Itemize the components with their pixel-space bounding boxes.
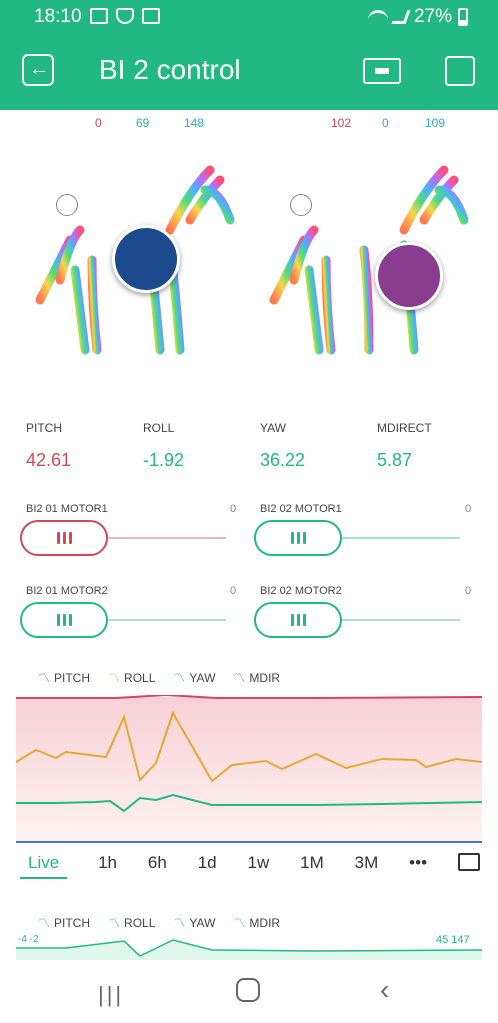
zebra-color-picker-2[interactable] (264, 160, 484, 360)
slider-track-01-motor1[interactable] (108, 537, 226, 539)
value-label-mdirect: MDIRECT (377, 421, 432, 435)
series-pitch (16, 695, 482, 699)
line-icon: 〽 (38, 671, 51, 685)
mini-chart-left-values: -4 -2 (18, 934, 39, 945)
mini-chart-line (16, 939, 482, 957)
range-6h[interactable]: 6h (147, 853, 167, 872)
line-icon: 〽 (173, 671, 186, 685)
back-nav-icon[interactable]: ‹ (380, 974, 390, 1005)
value-label-yaw: YAW (260, 421, 286, 435)
value-label-roll: ROLL (143, 421, 175, 435)
mini-legend-pitch[interactable]: 〽 PITCH (38, 915, 91, 931)
mini-legend-mdir[interactable]: 〽 MDIR (233, 915, 281, 931)
zebra2-b: 109 (425, 116, 446, 130)
slider-label-01-motor1: BI2 01 MOTOR1 (26, 503, 108, 515)
system-nav-bar: ||| ‹ (0, 960, 498, 1023)
zebra1-b: 148 (184, 116, 205, 130)
slider-value-02-motor2: 0 (465, 585, 472, 597)
range-1w[interactable]: 1w (247, 853, 270, 872)
zebra2-radio[interactable] (290, 194, 312, 216)
battery-percent: 27% (413, 6, 452, 27)
slider-track-01-motor2[interactable] (108, 619, 226, 621)
mini-legend-yaw[interactable]: 〽 YAW (173, 915, 216, 931)
zebra1-r: 0 (95, 116, 102, 130)
device-icon[interactable] (363, 58, 401, 84)
value-label-pitch: PITCH (26, 421, 62, 435)
slider-track-02-motor1[interactable] (342, 537, 460, 539)
series-roll (16, 710, 482, 783)
value-yaw: 36.22 (260, 450, 306, 470)
series-yaw (16, 793, 482, 813)
slider-handle-02-motor2[interactable] (254, 602, 342, 638)
line-icon: 〽 (38, 916, 51, 930)
slider-track-02-motor2[interactable] (342, 619, 460, 621)
news-icon (90, 8, 108, 24)
line-icon: 〽 (173, 916, 186, 930)
value-mdirect: 5.87 (377, 450, 413, 470)
line-icon: 〽 (108, 671, 121, 685)
status-time: 18:10 (34, 6, 82, 27)
signal-icon (391, 10, 411, 24)
legend-pitch[interactable]: 〽 PITCH (38, 670, 91, 686)
zebra2-r: 102 (331, 116, 352, 130)
slider-value-02-motor1: 0 (465, 503, 472, 515)
slider-handle-01-motor2[interactable] (20, 602, 108, 638)
value-pitch: 42.61 (26, 450, 72, 470)
chart-area (16, 697, 482, 843)
stop-icon[interactable] (445, 56, 475, 86)
back-icon[interactable] (22, 54, 54, 86)
shield-icon (116, 8, 134, 24)
translate-icon (142, 8, 160, 24)
superchart[interactable] (16, 695, 482, 845)
legend-yaw[interactable]: 〽 YAW (173, 670, 216, 686)
line-icon: 〽 (233, 916, 246, 930)
legend-mdir[interactable]: 〽 MDIR (233, 670, 281, 686)
home-icon[interactable] (236, 978, 260, 1002)
line-icon: 〽 (233, 671, 246, 685)
line-icon: 〽 (108, 916, 121, 930)
time-range-selector: Live 1h 6h 1d 1w 1M 3M ••• (20, 853, 480, 879)
range-more[interactable]: ••• (409, 853, 428, 872)
range-live[interactable]: Live (20, 853, 68, 879)
slider-handle-01-motor1[interactable] (20, 520, 108, 556)
wifi-icon (367, 10, 388, 24)
slider-label-02-motor2: BI2 02 MOTOR2 (260, 585, 342, 597)
battery-icon (458, 8, 468, 26)
range-1h[interactable]: 1h (98, 853, 117, 872)
mini-chart[interactable] (16, 936, 482, 960)
slider-label-02-motor1: BI2 02 MOTOR1 (260, 503, 342, 515)
mini-chart-area (16, 940, 482, 960)
slider-handle-02-motor1[interactable] (254, 520, 342, 556)
zebra1-radio[interactable] (56, 194, 78, 216)
slider-label-01-motor2: BI2 01 MOTOR2 (26, 585, 108, 597)
zebra2-color-knob[interactable] (375, 242, 443, 310)
chart-legend: 〽 PITCH 〽 ROLL 〽 YAW 〽 MDIR (38, 669, 280, 686)
value-roll: -1.92 (143, 450, 185, 470)
status-bar: 18:10 27% (0, 0, 498, 34)
recents-icon[interactable]: ||| (98, 982, 125, 1007)
zebra1-color-knob[interactable] (112, 225, 180, 293)
expand-icon[interactable] (457, 853, 480, 871)
zebra2-g: 0 (382, 116, 389, 130)
page-title: BI 2 control (99, 54, 241, 85)
legend-roll[interactable]: 〽 ROLL (108, 670, 156, 686)
slider-value-01-motor2: 0 (230, 585, 237, 597)
mini-legend-roll[interactable]: 〽 ROLL (108, 915, 156, 931)
app-bar: BI 2 control (0, 34, 498, 110)
range-1m[interactable]: 1M (300, 853, 324, 872)
zebra1-g: 69 (136, 116, 150, 130)
slider-value-01-motor1: 0 (230, 503, 237, 515)
mini-chart-right-values: 45 147 (436, 934, 470, 946)
range-1d[interactable]: 1d (197, 853, 217, 872)
range-3m[interactable]: 3M (354, 853, 379, 872)
mini-chart-legend: 〽 PITCH 〽 ROLL 〽 YAW 〽 MDIR (38, 914, 280, 931)
